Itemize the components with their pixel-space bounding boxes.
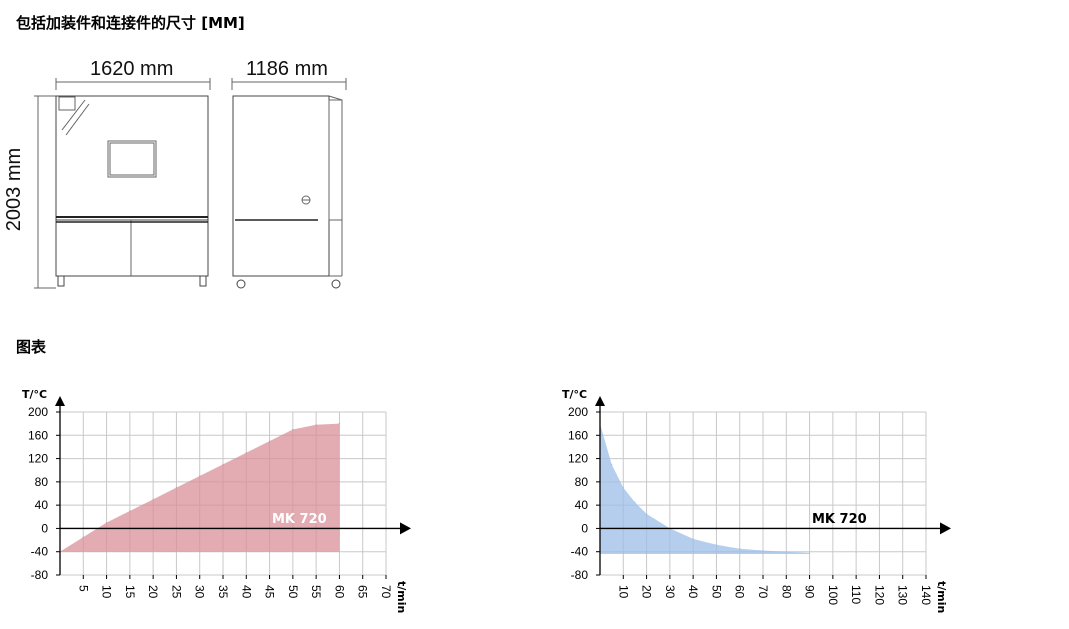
data-point xyxy=(808,552,811,554)
y-tick-label: -40 xyxy=(31,545,49,559)
data-point xyxy=(692,538,694,540)
x-tick-label: 60 xyxy=(332,585,346,599)
data-point xyxy=(292,428,294,431)
data-point xyxy=(152,498,154,500)
heating-chart: 200 160 120 80 40 0 -40 -80 5 10 15 20 25 30 35 40 45 50 5… xyxy=(22,388,411,613)
x-tick-label: 80 xyxy=(779,585,793,599)
y-tick-label: 40 xyxy=(575,498,589,512)
x-axis-arrow xyxy=(400,522,411,535)
data-point xyxy=(739,548,741,550)
x-tick-label: 60 xyxy=(733,585,747,599)
y-tick-label: 120 xyxy=(28,452,48,466)
x-tick-label: 5 xyxy=(76,585,90,592)
y-tick-label: 80 xyxy=(575,475,589,489)
x-tick-label: 15 xyxy=(123,585,137,599)
y-tick-label: 200 xyxy=(28,405,48,419)
y-tick-label: 160 xyxy=(568,428,588,442)
x-tick-label: 10 xyxy=(616,585,630,599)
x-tick-label: 35 xyxy=(216,585,230,599)
x-tick-label: 20 xyxy=(146,585,160,599)
series-label: MK 720 xyxy=(272,512,327,527)
y-tick-label: -80 xyxy=(571,568,589,582)
y-tick-label: 160 xyxy=(28,428,48,442)
data-point xyxy=(222,463,224,465)
y-axis-arrow xyxy=(595,396,605,406)
charts-title: 图表 xyxy=(16,338,47,356)
data-point xyxy=(175,487,178,489)
x-tick-label: 70 xyxy=(379,585,393,599)
data-point xyxy=(105,522,108,524)
data-area xyxy=(600,423,810,555)
x-tick-label: 50 xyxy=(709,585,723,599)
depth-dimension: 1186 mm xyxy=(246,58,328,80)
y-tick-label: 0 xyxy=(581,521,588,535)
x-tick-label: 70 xyxy=(756,585,770,599)
y-axis-arrow xyxy=(55,396,65,406)
data-point xyxy=(338,423,341,425)
y-tick-label: -80 xyxy=(31,568,49,582)
x-tick-label: 10 xyxy=(100,585,114,599)
x-tick-label: 110 xyxy=(849,585,863,604)
x-tick-label: 55 xyxy=(309,585,323,599)
y-axis-label: T/°C xyxy=(22,388,47,401)
x-tick-label: 25 xyxy=(169,585,183,599)
x-tick-label: 140 xyxy=(919,585,933,605)
y-axis-label: T/°C xyxy=(562,388,587,401)
data-point xyxy=(129,510,131,512)
series-label: MK 720 xyxy=(812,512,867,527)
data-point xyxy=(315,424,317,426)
data-point xyxy=(715,544,718,546)
y-tick-label: 120 xyxy=(568,452,588,466)
x-tick-label: 130 xyxy=(896,585,910,605)
data-point xyxy=(611,463,613,465)
x-tick-label: 20 xyxy=(640,585,654,599)
cooling-chart: 200 160 120 80 40 0 -40 -80 10 20 30 40 50 60 70 80 90 10… xyxy=(562,388,951,613)
y-tick-label: 80 xyxy=(35,475,49,489)
y-tick-label: 200 xyxy=(568,405,588,419)
x-tick-label: 30 xyxy=(663,585,677,599)
data-point xyxy=(245,452,247,454)
y-tick-label: 0 xyxy=(41,521,48,535)
x-tick-label: 40 xyxy=(239,585,253,599)
dimensions-title: 包括加装件和连接件的尺寸 [MM] xyxy=(16,14,245,32)
data-point xyxy=(762,549,764,552)
data-point xyxy=(268,440,271,442)
x-axis-label: t/min xyxy=(395,581,408,613)
x-axis-label: t/min xyxy=(935,581,948,613)
data-point xyxy=(622,487,624,489)
x-tick-label: 65 xyxy=(356,585,370,599)
x-tick-label: 90 xyxy=(803,585,817,599)
data-point xyxy=(785,551,787,553)
data-area xyxy=(60,423,340,552)
width-dimension: 1620 mm xyxy=(90,58,174,80)
data-point xyxy=(199,475,201,477)
y-tick-label: 40 xyxy=(35,498,49,512)
x-tick-label: 30 xyxy=(193,585,207,599)
data-point xyxy=(645,513,648,515)
y-tick-label: -40 xyxy=(571,545,589,559)
data-point xyxy=(634,501,636,503)
x-tick-label: 50 xyxy=(286,585,300,599)
x-tick-label: 40 xyxy=(686,585,700,599)
x-axis-arrow xyxy=(940,522,951,535)
x-tick-label: 45 xyxy=(263,585,277,599)
x-tick-label: 100 xyxy=(826,585,840,605)
data-point xyxy=(82,536,84,538)
x-tick-label: 120 xyxy=(872,585,886,605)
